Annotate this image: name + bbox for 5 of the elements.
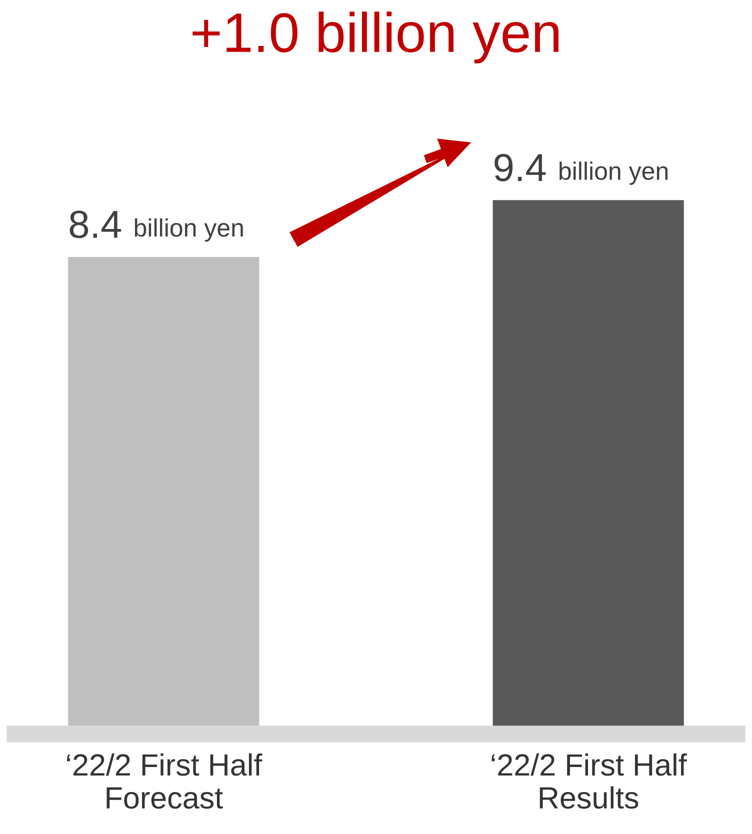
data-label: 9.4 billion yen bbox=[494, 154, 668, 185]
data-label: 8.4 billion yen bbox=[70, 210, 243, 242]
x-tick-label: ‘22/2 First Half Results bbox=[492, 753, 687, 809]
text: +1.0 billion yen bbox=[192, 12, 558, 64]
x-tick-label: ‘22/2 First Half Forecast bbox=[67, 753, 262, 809]
